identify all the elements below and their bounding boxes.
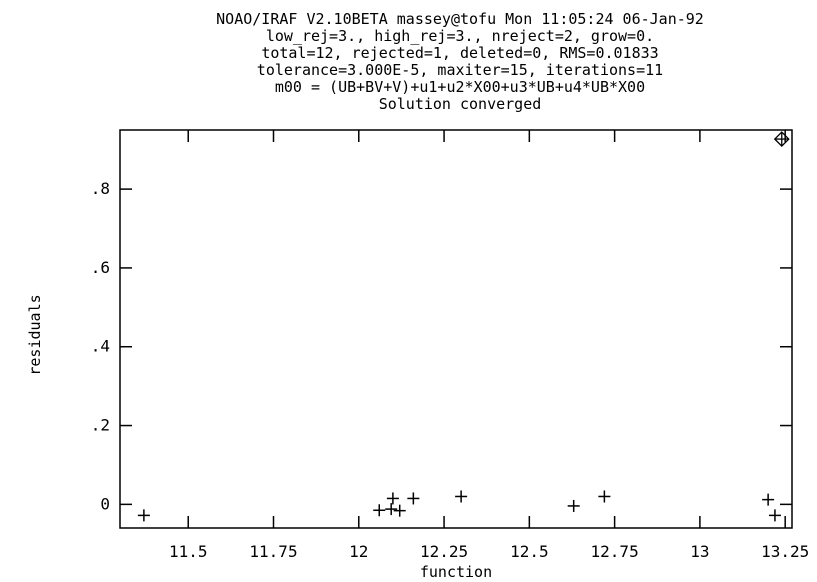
y-tick-label: 0 bbox=[100, 494, 110, 513]
title-line-6: Solution converged bbox=[379, 95, 542, 113]
data-point-marker bbox=[598, 490, 611, 503]
x-tick-label: 12.75 bbox=[591, 542, 639, 561]
x-tick-label: 12.25 bbox=[420, 542, 468, 561]
data-point-marker bbox=[393, 504, 406, 517]
data-points bbox=[137, 131, 790, 522]
title-line-3: total=12, rejected=1, deleted=0, RMS=0.0… bbox=[261, 44, 658, 62]
x-tick-label: 13.25 bbox=[761, 542, 809, 561]
x-tick-label: 12.5 bbox=[510, 542, 549, 561]
x-tick-label: 12 bbox=[349, 542, 368, 561]
data-point-marker bbox=[567, 499, 580, 512]
y-axis-title: residuals bbox=[26, 294, 44, 375]
data-point-marker bbox=[407, 492, 420, 505]
y-tick-label: .4 bbox=[91, 337, 110, 356]
chart-title: NOAO/IRAF V2.10BETA massey@tofu Mon 11:0… bbox=[216, 10, 704, 113]
data-point-marker bbox=[762, 493, 775, 506]
title-line-2: low_rej=3., high_rej=3., nreject=2, grow… bbox=[266, 27, 654, 45]
x-tick-label: 11.75 bbox=[249, 542, 297, 561]
y-tick-label: .8 bbox=[91, 179, 110, 198]
data-point-marker bbox=[455, 490, 468, 503]
rejected-point-marker bbox=[773, 131, 790, 147]
y-tick-label: .6 bbox=[91, 258, 110, 277]
title-line-1: NOAO/IRAF V2.10BETA massey@tofu Mon 11:0… bbox=[216, 10, 704, 28]
y-axis: 0 .2 .4 .6 .8 bbox=[91, 179, 792, 513]
y-tick-label: .2 bbox=[91, 416, 110, 435]
x-axis-title: function bbox=[420, 563, 492, 581]
title-line-5: m00 = (UB+BV+V)+u1+u2*X00+u3*UB+u4*UB*X0… bbox=[275, 78, 645, 96]
plot-frame bbox=[119, 129, 793, 529]
data-point-marker bbox=[385, 503, 398, 516]
x-tick-label: 13 bbox=[690, 542, 709, 561]
data-point-marker bbox=[386, 492, 399, 505]
data-point-marker bbox=[373, 504, 386, 517]
x-tick-label: 11.5 bbox=[169, 542, 208, 561]
data-point-marker bbox=[137, 509, 150, 522]
title-line-4: tolerance=3.000E-5, maxiter=15, iteratio… bbox=[257, 61, 663, 79]
x-axis: 11.5 11.75 12 12.25 12.5 12.75 13 13.25 bbox=[169, 130, 809, 561]
data-point-marker bbox=[768, 509, 781, 522]
